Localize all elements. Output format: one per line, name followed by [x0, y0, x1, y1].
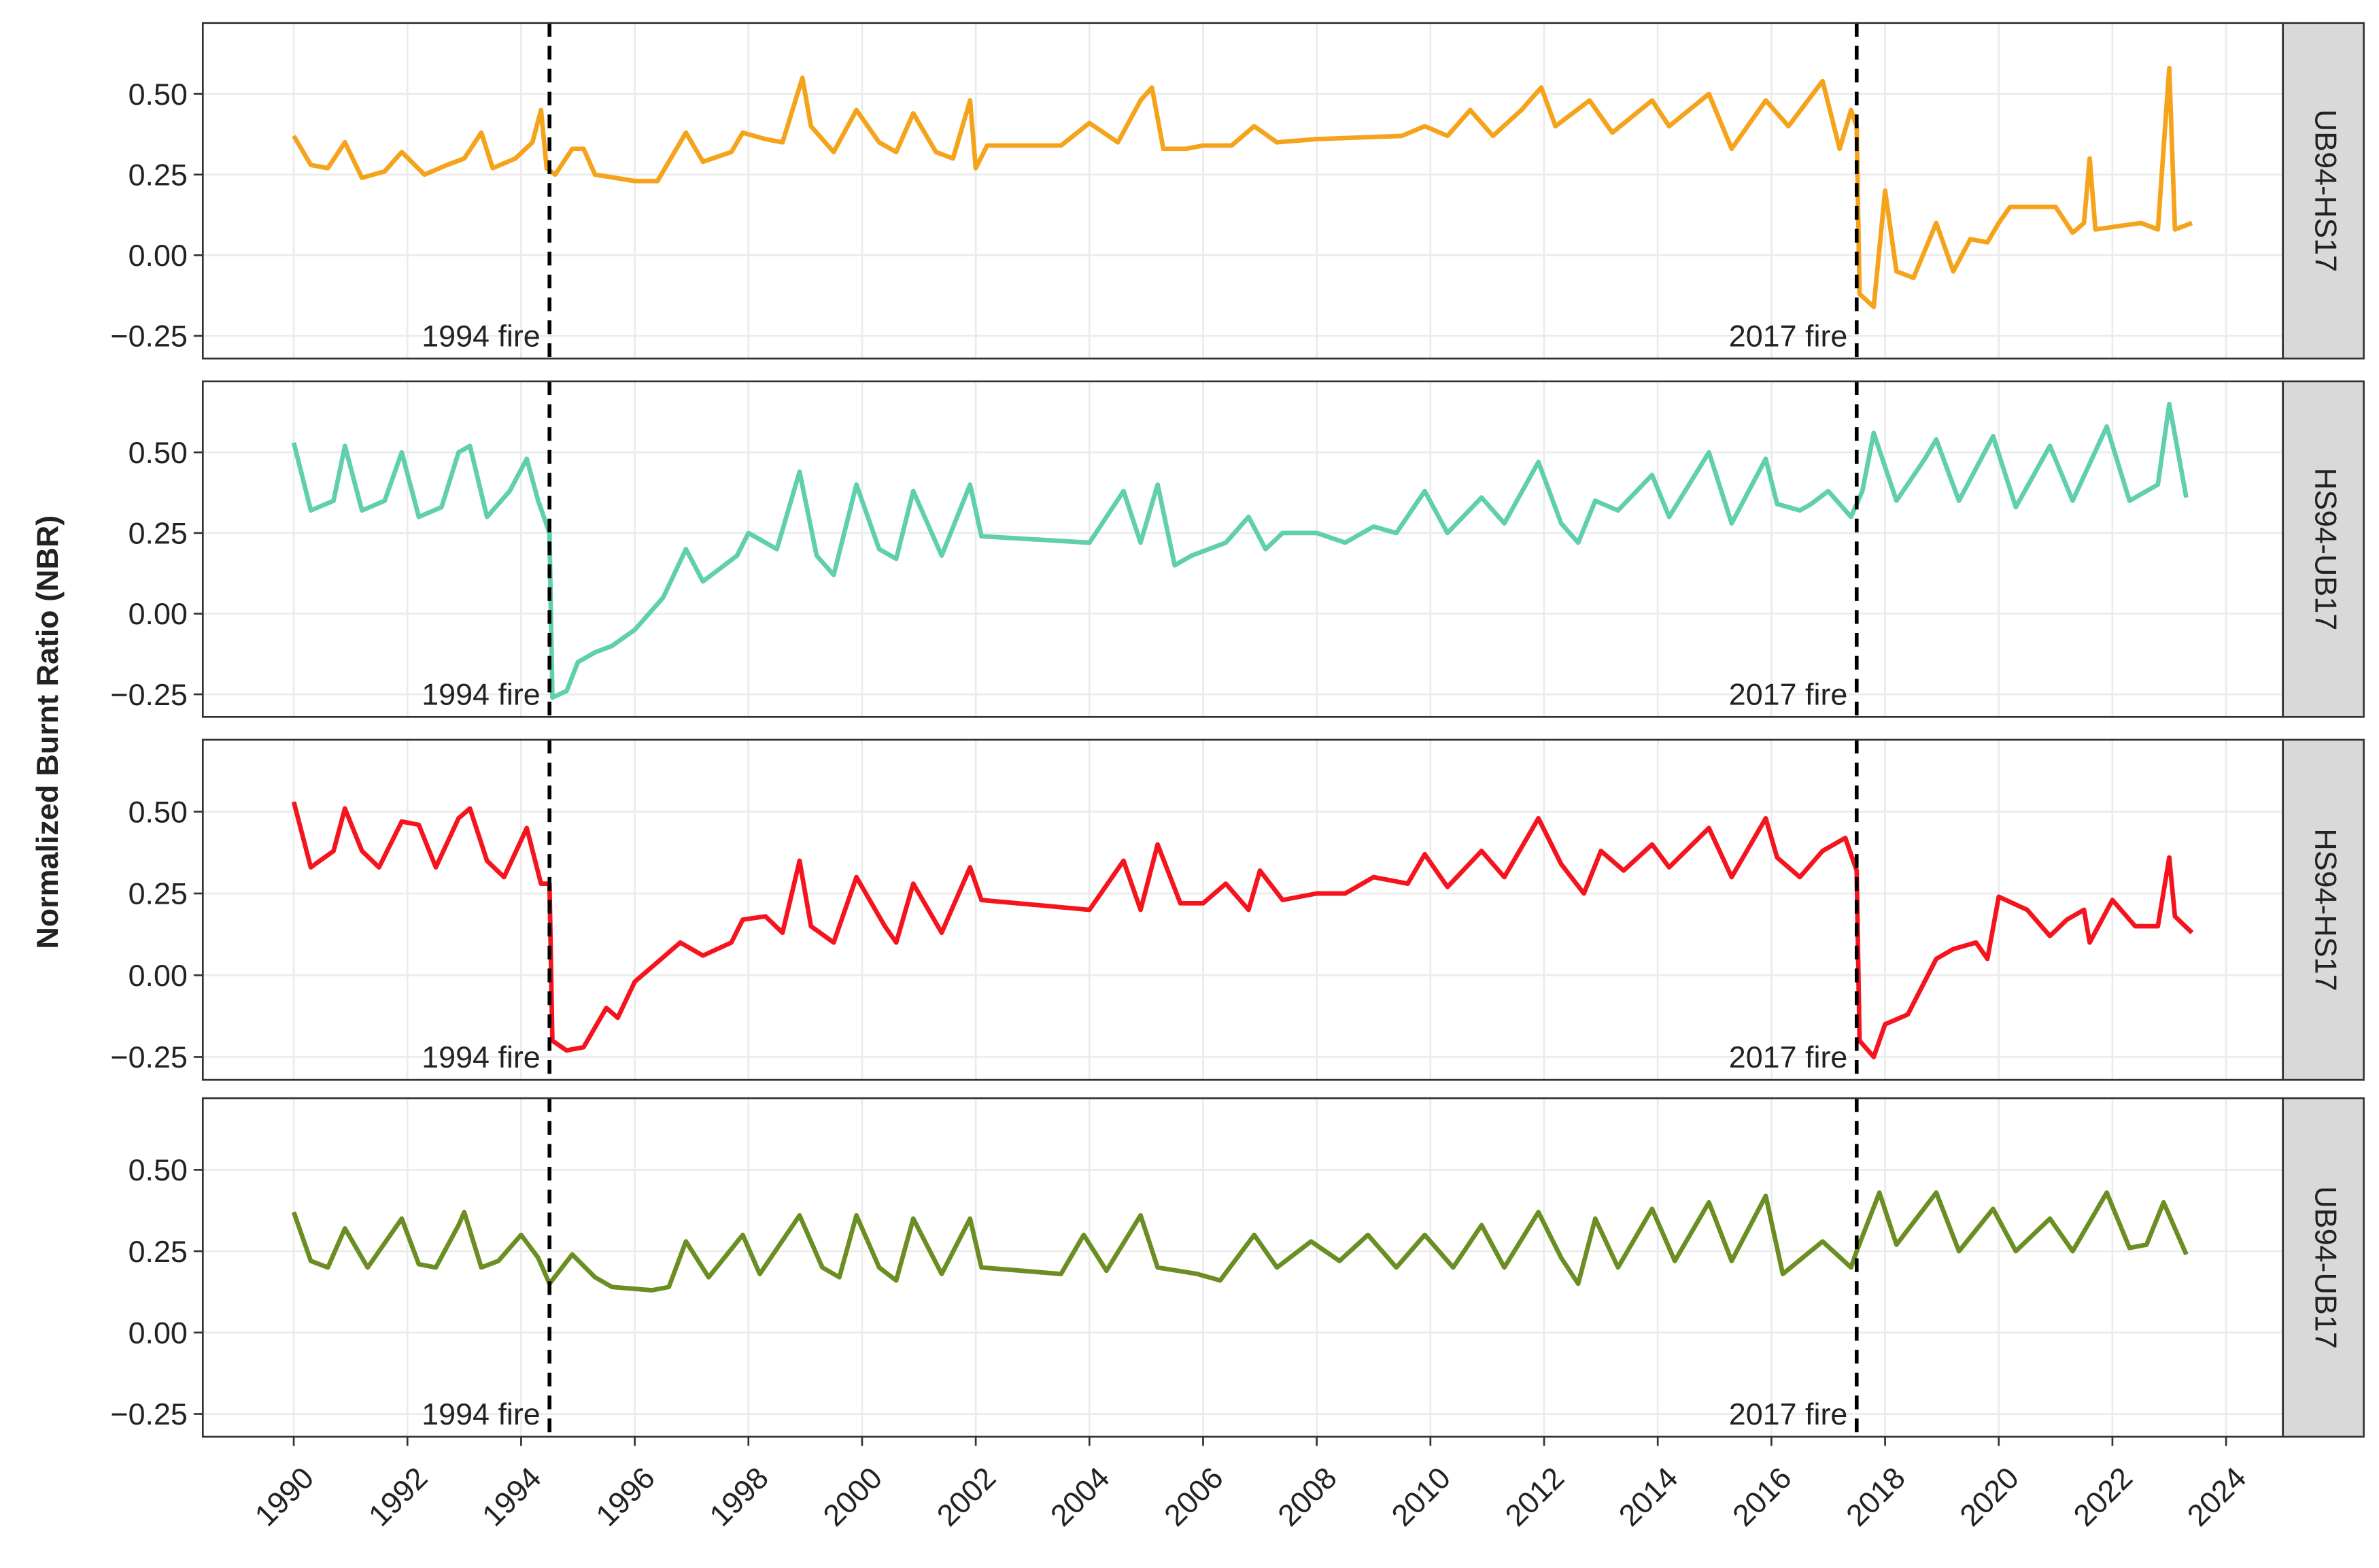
panel-border [201, 22, 2284, 360]
x-tick-label: 2012 [1499, 1461, 1571, 1533]
panel-background [203, 22, 2283, 359]
panel-border [201, 1097, 2284, 1438]
y-tick-label: −0.25 [110, 319, 187, 354]
data-line [291, 401, 2189, 700]
x-tick-label: 2010 [1384, 1461, 1457, 1533]
y-tick-label: 0.50 [129, 794, 188, 829]
strip-background [2282, 738, 2365, 1081]
fire-annotation: 2017 fire [1729, 677, 1848, 711]
x-tick-label: 1998 [702, 1461, 775, 1533]
y-tick-label: 0.00 [129, 958, 188, 993]
strip-background [2282, 22, 2365, 360]
x-tick-label: 2022 [2067, 1461, 2140, 1533]
y-tick-label: −0.25 [110, 1040, 187, 1074]
strip-label: HS94-UB17 [2308, 468, 2343, 630]
x-tick-label: 2014 [1612, 1461, 1685, 1533]
y-tick-label: 0.25 [129, 876, 188, 911]
y-tick-label: 0.25 [129, 516, 188, 551]
y-tick-label: 0.00 [129, 596, 188, 631]
x-tick-label: 2018 [1839, 1461, 1912, 1533]
x-tick-label: 2004 [1044, 1461, 1116, 1533]
y-tick-label: 0.50 [129, 435, 188, 470]
y-tick-label: 0.50 [129, 77, 188, 112]
x-tick-label: 1994 [475, 1461, 548, 1533]
y-tick-label: 0.00 [129, 238, 188, 273]
fire-annotation: 1994 fire [422, 1040, 541, 1074]
fire-annotation: 2017 fire [1729, 318, 1848, 353]
fire-annotation: 2017 fire [1729, 1040, 1848, 1074]
x-tick-label: 2006 [1157, 1461, 1230, 1533]
strip-background [2282, 1097, 2365, 1438]
x-tick-label: 1992 [362, 1461, 434, 1533]
x-tick-label: 2000 [817, 1461, 889, 1533]
fire-annotation: 1994 fire [422, 318, 541, 353]
y-axis-title: Normalized Burnt Ratio (NBR) [30, 515, 65, 949]
y-tick-label: 0.50 [129, 1153, 188, 1187]
fire-annotation: 1994 fire [422, 677, 541, 711]
y-tick-label: −0.25 [110, 1397, 187, 1431]
x-tick-label: 2024 [2180, 1461, 2253, 1533]
y-tick-label: 0.25 [129, 157, 188, 192]
panel-border [201, 738, 2284, 1081]
panel-border [201, 380, 2284, 718]
y-tick-label: 0.25 [129, 1234, 188, 1269]
x-tick-label: 1990 [248, 1461, 321, 1533]
panel-background [203, 1098, 2283, 1437]
strip-label: UB94-HS17 [2308, 109, 2343, 272]
x-tick-label: 1996 [589, 1461, 662, 1533]
y-tick-label: 0.00 [129, 1315, 188, 1350]
strip-label: HS94-HS17 [2308, 828, 2343, 991]
x-tick-label: 2002 [930, 1461, 1003, 1533]
fire-annotation: 2017 fire [1729, 1397, 1848, 1431]
x-tick-label: 2016 [1726, 1461, 1798, 1533]
panel-background [203, 739, 2283, 1080]
x-tick-label: 2008 [1271, 1461, 1343, 1533]
data-line [291, 1190, 2189, 1293]
fire-annotation: 1994 fire [422, 1397, 541, 1431]
x-tick-label: 2020 [1953, 1461, 2025, 1533]
y-tick-label: −0.25 [110, 677, 187, 712]
panel-background [203, 381, 2283, 717]
strip-label: UB94-UB17 [2308, 1186, 2343, 1348]
